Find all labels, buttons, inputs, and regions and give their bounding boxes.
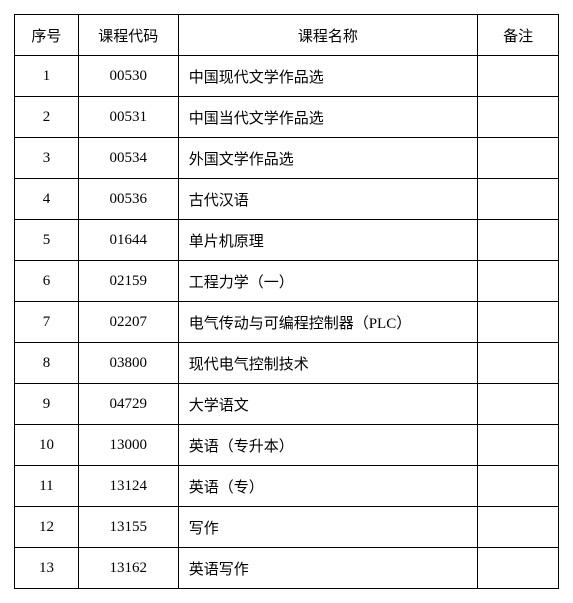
cell-code: 03800 <box>78 343 178 384</box>
table-row: 4 00536 古代汉语 <box>15 179 559 220</box>
cell-code: 00534 <box>78 138 178 179</box>
cell-seq: 10 <box>15 425 79 466</box>
cell-code: 02159 <box>78 261 178 302</box>
cell-note <box>478 384 559 425</box>
cell-code: 13000 <box>78 425 178 466</box>
table-header-row: 序号 课程代码 课程名称 备注 <box>15 15 559 56</box>
cell-note <box>478 548 559 589</box>
cell-name: 古代汉语 <box>178 179 477 220</box>
cell-seq: 2 <box>15 97 79 138</box>
table-row: 8 03800 现代电气控制技术 <box>15 343 559 384</box>
cell-seq: 1 <box>15 56 79 97</box>
cell-name: 单片机原理 <box>178 220 477 261</box>
cell-code: 13155 <box>78 507 178 548</box>
cell-name: 中国当代文学作品选 <box>178 97 477 138</box>
cell-seq: 3 <box>15 138 79 179</box>
cell-note <box>478 466 559 507</box>
cell-name: 写作 <box>178 507 477 548</box>
cell-name: 现代电气控制技术 <box>178 343 477 384</box>
table-row: 2 00531 中国当代文学作品选 <box>15 97 559 138</box>
cell-code: 00536 <box>78 179 178 220</box>
table-row: 1 00530 中国现代文学作品选 <box>15 56 559 97</box>
cell-note <box>478 138 559 179</box>
header-seq: 序号 <box>15 15 79 56</box>
table-body: 1 00530 中国现代文学作品选 2 00531 中国当代文学作品选 3 00… <box>15 56 559 589</box>
cell-note <box>478 56 559 97</box>
cell-note <box>478 261 559 302</box>
course-table: 序号 课程代码 课程名称 备注 1 00530 中国现代文学作品选 2 0053… <box>14 14 559 589</box>
cell-seq: 7 <box>15 302 79 343</box>
cell-code: 00531 <box>78 97 178 138</box>
cell-code: 02207 <box>78 302 178 343</box>
cell-seq: 12 <box>15 507 79 548</box>
table-row: 11 13124 英语（专） <box>15 466 559 507</box>
cell-name: 外国文学作品选 <box>178 138 477 179</box>
cell-code: 04729 <box>78 384 178 425</box>
cell-name: 英语（专） <box>178 466 477 507</box>
cell-seq: 11 <box>15 466 79 507</box>
cell-code: 13124 <box>78 466 178 507</box>
cell-note <box>478 343 559 384</box>
cell-note <box>478 220 559 261</box>
cell-seq: 9 <box>15 384 79 425</box>
table-row: 7 02207 电气传动与可编程控制器（PLC） <box>15 302 559 343</box>
cell-note <box>478 507 559 548</box>
cell-name: 大学语文 <box>178 384 477 425</box>
cell-name: 英语写作 <box>178 548 477 589</box>
cell-note <box>478 302 559 343</box>
cell-name: 中国现代文学作品选 <box>178 56 477 97</box>
cell-note <box>478 425 559 466</box>
table-row: 6 02159 工程力学（一） <box>15 261 559 302</box>
cell-seq: 13 <box>15 548 79 589</box>
table-row: 9 04729 大学语文 <box>15 384 559 425</box>
cell-note <box>478 179 559 220</box>
cell-seq: 8 <box>15 343 79 384</box>
cell-code: 01644 <box>78 220 178 261</box>
cell-name: 电气传动与可编程控制器（PLC） <box>178 302 477 343</box>
cell-name: 工程力学（一） <box>178 261 477 302</box>
cell-name: 英语（专升本） <box>178 425 477 466</box>
cell-seq: 4 <box>15 179 79 220</box>
cell-seq: 5 <box>15 220 79 261</box>
table-row: 12 13155 写作 <box>15 507 559 548</box>
cell-seq: 6 <box>15 261 79 302</box>
cell-code: 00530 <box>78 56 178 97</box>
table-row: 13 13162 英语写作 <box>15 548 559 589</box>
table-row: 10 13000 英语（专升本） <box>15 425 559 466</box>
cell-note <box>478 97 559 138</box>
header-note: 备注 <box>478 15 559 56</box>
cell-code: 13162 <box>78 548 178 589</box>
header-code: 课程代码 <box>78 15 178 56</box>
table-row: 5 01644 单片机原理 <box>15 220 559 261</box>
header-name: 课程名称 <box>178 15 477 56</box>
table-row: 3 00534 外国文学作品选 <box>15 138 559 179</box>
